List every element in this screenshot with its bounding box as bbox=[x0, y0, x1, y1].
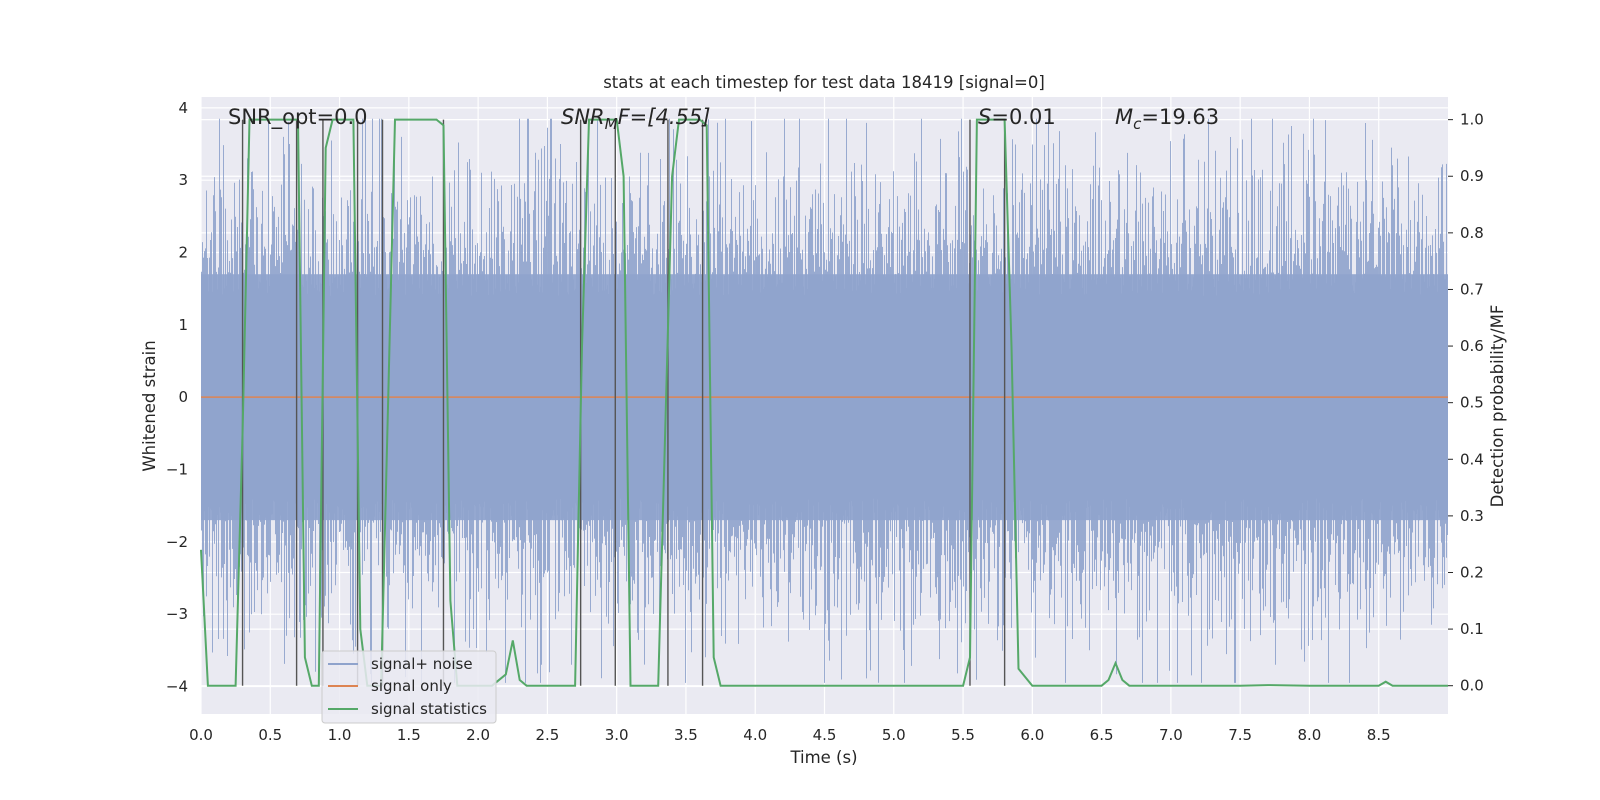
x-tick-label: 1.0 bbox=[328, 726, 352, 744]
noise-trace bbox=[201, 118, 1448, 683]
s-base: S bbox=[978, 105, 991, 129]
y-right-tick-label: 0.3 bbox=[1460, 507, 1484, 525]
y-right-tick-label: 1.0 bbox=[1460, 111, 1484, 129]
x-tick-label: 4.0 bbox=[743, 726, 767, 744]
x-tick-label: 6.5 bbox=[1090, 726, 1114, 744]
x-tick-label: 2.5 bbox=[535, 726, 559, 744]
x-tick-label: 0.5 bbox=[258, 726, 282, 744]
x-axis-label: Time (s) bbox=[789, 748, 857, 767]
y-axis-right-label: Detection probability/MF bbox=[1488, 305, 1507, 508]
snr-mf-f: F=[4.55] bbox=[618, 105, 711, 129]
y-left-tick-label: 1 bbox=[178, 316, 188, 334]
chart-title: stats at each timestep for test data 184… bbox=[603, 73, 1045, 92]
y-right-tick-label: 0.7 bbox=[1460, 280, 1484, 298]
legend-label-signal: signal only bbox=[371, 677, 452, 695]
x-tick-label: 2.0 bbox=[466, 726, 490, 744]
y-left-tick-label: −2 bbox=[166, 533, 188, 551]
mc-rest: =19.63 bbox=[1141, 105, 1219, 129]
y-left-tick-label: 0 bbox=[178, 388, 188, 406]
y-left-tick-label: −1 bbox=[166, 461, 188, 479]
y-right-tick-label: 0.4 bbox=[1460, 450, 1484, 468]
x-tick-label: 8.0 bbox=[1298, 726, 1322, 744]
mc-base: M bbox=[1115, 105, 1133, 129]
mc-sub: c bbox=[1133, 115, 1142, 133]
snr-mf-rest: F=[4.55] bbox=[618, 105, 711, 129]
x-tick-label: 1.5 bbox=[397, 726, 421, 744]
y-axis-left-label: Whitened strain bbox=[140, 340, 159, 471]
y-axis-right-ticks: 0.0 0.1 0.2 0.3 0.4 0.5 0.6 0.7 0.8 0.9 1.0 bbox=[1448, 111, 1484, 695]
y-left-tick-label: 4 bbox=[178, 99, 188, 117]
annotation-mc: Mc=19.63 bbox=[1115, 105, 1219, 133]
legend-box bbox=[321, 650, 497, 724]
x-tick-label: 7.0 bbox=[1159, 726, 1183, 744]
legend-label-stats: signal statistics bbox=[371, 700, 487, 718]
signal-statistics-series bbox=[200, 118, 1448, 687]
x-tick-label: 7.5 bbox=[1228, 726, 1252, 744]
x-tick-label: 6.0 bbox=[1020, 726, 1044, 744]
x-tick-label: 3.5 bbox=[674, 726, 698, 744]
y-right-tick-label: 0.0 bbox=[1460, 677, 1484, 695]
y-left-tick-label: −4 bbox=[166, 678, 188, 696]
x-tick-label: 8.5 bbox=[1367, 726, 1391, 744]
y-right-tick-label: 0.1 bbox=[1460, 620, 1484, 638]
s-rest: =0.01 bbox=[991, 105, 1055, 129]
annotation-snr-mf: SNRMF=[4.55] bbox=[561, 105, 710, 133]
snr-mf-sub: M bbox=[605, 115, 618, 133]
x-tick-label: 0.0 bbox=[189, 726, 213, 744]
x-tick-label: 3.0 bbox=[605, 726, 629, 744]
annotation-s: S=0.01 bbox=[978, 105, 1056, 129]
annotation-snr-opt: SNR_opt=0.0 bbox=[228, 105, 368, 130]
snr-mf-base: SNR bbox=[561, 105, 605, 129]
x-tick-label: 5.5 bbox=[951, 726, 975, 744]
legend-label-noise: signal+ noise bbox=[371, 655, 473, 673]
y-right-tick-label: 0.5 bbox=[1460, 394, 1484, 412]
x-axis-ticks: 0.0 0.5 1.0 1.5 2.0 2.5 3.0 3.5 4.0 4.5 5.0 5.5 6.0 6… bbox=[189, 726, 1391, 744]
x-tick-label: 4.5 bbox=[813, 726, 837, 744]
y-axis-left-ticks: −4 −3 −2 −1 0 1 2 3 4 bbox=[166, 99, 188, 696]
y-right-tick-label: 0.9 bbox=[1460, 167, 1484, 185]
y-right-tick-label: 0.2 bbox=[1460, 563, 1484, 581]
y-left-tick-label: 2 bbox=[178, 244, 188, 262]
y-left-tick-label: −3 bbox=[166, 605, 188, 623]
legend: signal+ noise signal only signal statist… bbox=[321, 650, 497, 724]
x-tick-label: 5.0 bbox=[882, 726, 906, 744]
y-right-tick-label: 0.8 bbox=[1460, 224, 1484, 242]
y-right-tick-label: 0.6 bbox=[1460, 337, 1484, 355]
y-left-tick-label: 3 bbox=[178, 171, 188, 189]
